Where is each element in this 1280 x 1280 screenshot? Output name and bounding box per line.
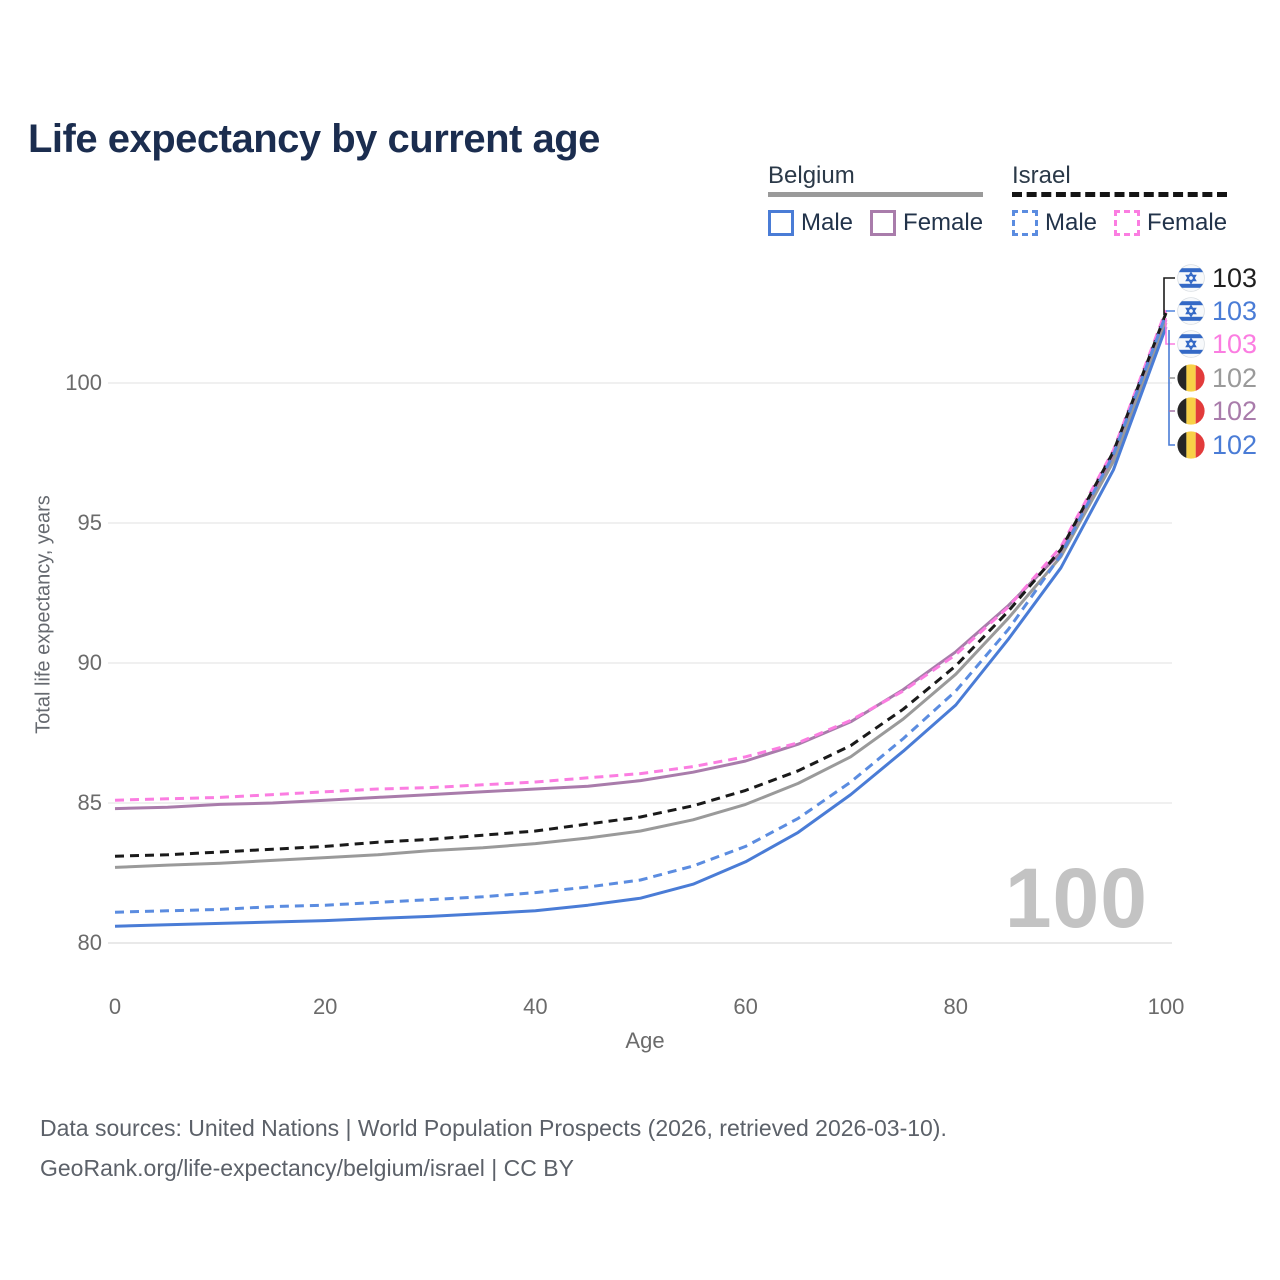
end-label-value: 103 [1212, 329, 1258, 359]
end-label-belgium-male: 102 [1177, 431, 1257, 459]
belgium-total-line-key [768, 192, 984, 198]
israel-flag-icon [1177, 264, 1205, 292]
line-belgium-total [114, 322, 1168, 869]
belgium-flag-icon [1177, 397, 1205, 425]
footer-attribution: GeoRank.org/life-expectancy/belgium/isra… [40, 1155, 574, 1181]
end-label-value: 102 [1212, 363, 1258, 393]
end-label-leader-2 [1165, 318, 1175, 345]
end-label-value: 103 [1212, 263, 1258, 293]
legend-item-belgium-male: Male [768, 209, 853, 237]
end-label-value: 102 [1212, 430, 1258, 460]
line-israel-total [114, 312, 1168, 858]
end-label-belgium-female: 102 [1177, 397, 1257, 425]
end-label-leader-0 [1163, 277, 1175, 315]
y-tick-85: 85 [77, 790, 102, 815]
belgium-flag-icon [1177, 431, 1205, 459]
age-watermark: 100 [1004, 851, 1148, 945]
y-tick-90: 90 [77, 650, 102, 675]
x-tick-80: 80 [943, 994, 969, 1019]
x-tick-40: 40 [523, 994, 548, 1019]
end-label-value: 102 [1212, 396, 1258, 426]
line-belgium-female [114, 319, 1168, 811]
legend-item-belgium-female: Female [870, 209, 983, 237]
legend-label-belgium-female: Female [903, 209, 984, 237]
legend-group-belgium: Belgium Male Female [768, 162, 984, 237]
y-tick-80: 80 [77, 930, 102, 955]
end-label-value: 103 [1212, 296, 1258, 326]
belgium-flag-icon [1177, 364, 1205, 392]
legend-item-israel-male: Male [1012, 209, 1097, 237]
legend-header-israel: Israel [1012, 162, 1071, 189]
israel-female-swatch-icon [1114, 210, 1141, 237]
footer: Data sources: United Nations | World Pop… [40, 1108, 947, 1188]
line-israel-male [114, 313, 1168, 914]
legend-label-israel-male: Male [1045, 209, 1098, 237]
israel-male-swatch-icon [1012, 210, 1038, 237]
legend-header-belgium: Belgium [768, 162, 855, 189]
y-tick-95: 95 [77, 510, 102, 535]
x-tick-100: 100 [1147, 994, 1185, 1019]
end-label-israel-female: 103 [1177, 330, 1257, 358]
x-tick-60: 60 [733, 994, 758, 1019]
x-tick-20: 20 [312, 994, 338, 1019]
line-belgium-male [114, 326, 1168, 928]
legend-label-israel-female: Female [1147, 209, 1228, 237]
legend-item-israel-female: Female [1114, 209, 1227, 237]
footer-data-sources: Data sources: United Nations | World Pop… [40, 1115, 947, 1141]
y-axis-title: Total life expectancy, years [32, 495, 55, 734]
x-axis-title: Age [625, 1028, 665, 1053]
israel-flag-icon [1177, 297, 1205, 325]
x-tick-0: 0 [108, 994, 122, 1019]
page-title: Life expectancy by current age [28, 116, 600, 161]
belgium-male-swatch-icon [768, 210, 794, 237]
end-label-belgium-total: 102 [1177, 364, 1257, 392]
legend-label-belgium-male: Male [801, 209, 854, 237]
end-label-israel-total: 103 [1177, 264, 1257, 292]
israel-total-line-key [1012, 192, 1228, 198]
israel-flag-icon [1177, 330, 1205, 358]
end-label-israel-male: 103 [1177, 297, 1257, 325]
legend-group-israel: Israel Male Female [1012, 162, 1228, 237]
belgium-female-swatch-icon [870, 210, 897, 237]
line-israel-female [114, 309, 1168, 802]
y-tick-100: 100 [65, 370, 102, 395]
end-label-leader-3 [1168, 330, 1175, 446]
